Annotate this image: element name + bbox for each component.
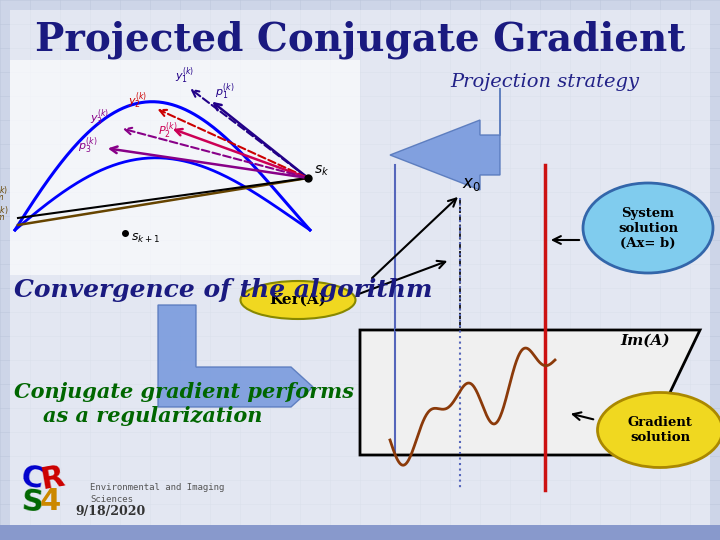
Text: Convergence of the algorithm: Convergence of the algorithm [14, 278, 433, 302]
Polygon shape [158, 305, 313, 407]
Ellipse shape [583, 183, 713, 273]
Text: $P_2^{(k)}$: $P_2^{(k)}$ [158, 120, 177, 141]
Polygon shape [360, 330, 700, 455]
Polygon shape [10, 10, 710, 525]
Text: $p_3^{(k)}$: $p_3^{(k)}$ [78, 136, 97, 157]
Text: System
solution
(Ax= b): System solution (Ax= b) [618, 206, 678, 249]
Text: Conjugate gradient performs: Conjugate gradient performs [14, 382, 354, 402]
Text: $s_k$: $s_k$ [314, 164, 329, 178]
Polygon shape [10, 60, 360, 275]
Text: 9/18/2020: 9/18/2020 [75, 505, 145, 518]
Polygon shape [390, 88, 500, 190]
Text: S: S [20, 487, 45, 518]
Text: $y_2^{(k)}$: $y_2^{(k)}$ [128, 91, 148, 111]
Ellipse shape [598, 393, 720, 468]
Text: $p_1^{(k)}$: $p_1^{(k)}$ [215, 82, 235, 103]
Ellipse shape [240, 281, 356, 319]
Text: R: R [38, 462, 66, 495]
Text: $y_m^{(k)}$: $y_m^{(k)}$ [0, 185, 8, 205]
Text: $x_0$: $x_0$ [462, 176, 481, 193]
Text: as a regularization: as a regularization [14, 406, 262, 426]
Text: C: C [18, 462, 45, 495]
Text: Gradient
solution: Gradient solution [628, 416, 693, 444]
Text: Projection strategy: Projection strategy [451, 73, 639, 91]
Text: $s_{k+1}$: $s_{k+1}$ [131, 232, 160, 245]
Text: 4: 4 [40, 487, 61, 516]
Text: Ker(A): Ker(A) [269, 293, 326, 307]
Text: Environmental and Imaging: Environmental and Imaging [90, 483, 225, 492]
Text: $y_3^{(k)}$: $y_3^{(k)}$ [90, 107, 109, 129]
Text: Sciences: Sciences [90, 496, 133, 504]
Text: Projected Conjugate Gradient: Projected Conjugate Gradient [35, 21, 685, 59]
Text: $p_m^{(k)}$: $p_m^{(k)}$ [0, 205, 8, 225]
Text: Im(A): Im(A) [620, 334, 670, 348]
Polygon shape [0, 525, 720, 540]
Text: $y_1^{(k)}$: $y_1^{(k)}$ [175, 66, 194, 86]
